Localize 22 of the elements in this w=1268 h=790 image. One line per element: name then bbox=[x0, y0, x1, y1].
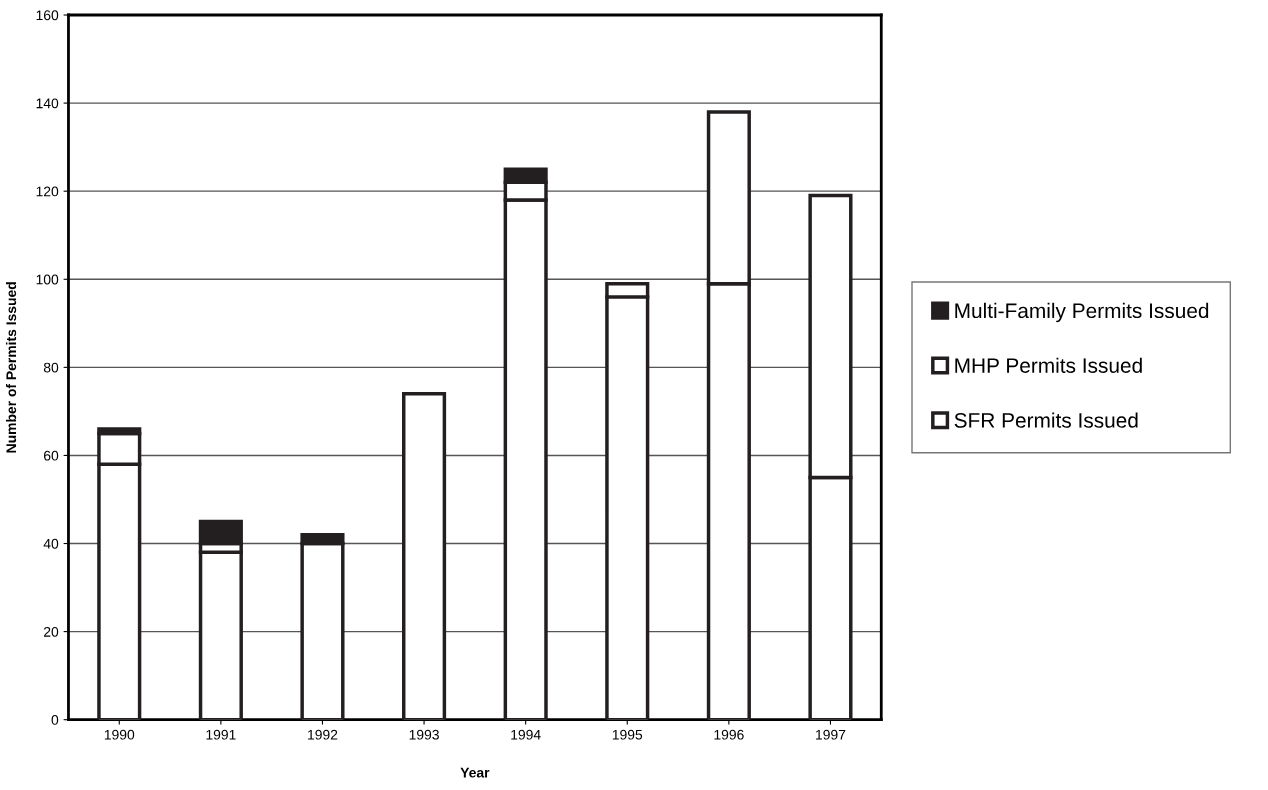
y-tick-label: 140 bbox=[36, 98, 59, 109]
legend-label: Multi-Family Permits Issued bbox=[955, 302, 1209, 323]
x-tick-label: 1996 bbox=[714, 729, 744, 740]
y-tick-label: 80 bbox=[43, 362, 59, 373]
x-axis-title: Year bbox=[460, 767, 490, 778]
y-axis-title: Number of Permits Issued bbox=[5, 282, 17, 453]
y-tick-label: 120 bbox=[36, 186, 59, 197]
y-tick-label: 60 bbox=[44, 450, 59, 461]
y-tick-label: 20 bbox=[44, 626, 59, 637]
x-tick-label: 1992 bbox=[308, 729, 338, 740]
x-tick-label: 1995 bbox=[612, 729, 643, 740]
y-tick-label: 40 bbox=[43, 538, 59, 549]
legend-label: MHP Permits Issued bbox=[955, 357, 1142, 373]
legend-label: SFR Permits Issued bbox=[954, 412, 1138, 428]
y-tick-label: 160 bbox=[36, 10, 59, 21]
x-tick-label: 1997 bbox=[816, 729, 846, 740]
x-tick-label: 1991 bbox=[206, 729, 236, 740]
y-tick-label: 100 bbox=[36, 274, 59, 285]
x-tick-label: 1993 bbox=[409, 729, 439, 740]
x-tick-label: 1994 bbox=[511, 729, 541, 740]
x-tick-label: 1990 bbox=[104, 729, 135, 740]
y-tick-label: 0 bbox=[51, 715, 59, 725]
